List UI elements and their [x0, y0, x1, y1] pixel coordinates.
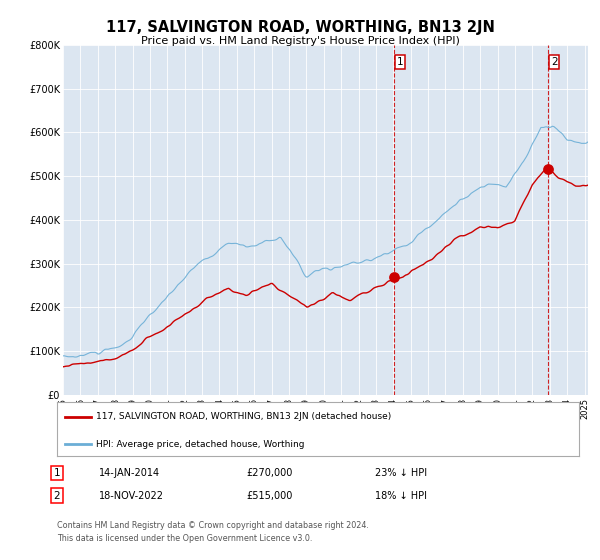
Text: 18% ↓ HPI: 18% ↓ HPI [375, 491, 427, 501]
Text: 23% ↓ HPI: 23% ↓ HPI [375, 468, 427, 478]
Text: 14-JAN-2014: 14-JAN-2014 [99, 468, 160, 478]
Point [544, 165, 553, 174]
Text: HPI: Average price, detached house, Worthing: HPI: Average price, detached house, Wort… [96, 440, 305, 449]
Text: 117, SALVINGTON ROAD, WORTHING, BN13 2JN: 117, SALVINGTON ROAD, WORTHING, BN13 2JN [106, 20, 494, 35]
Text: Contains HM Land Registry data © Crown copyright and database right 2024.: Contains HM Land Registry data © Crown c… [57, 521, 369, 530]
Text: 1: 1 [397, 57, 403, 67]
Text: This data is licensed under the Open Government Licence v3.0.: This data is licensed under the Open Gov… [57, 534, 313, 543]
Text: Price paid vs. HM Land Registry's House Price Index (HPI): Price paid vs. HM Land Registry's House … [140, 36, 460, 46]
Text: 117, SALVINGTON ROAD, WORTHING, BN13 2JN (detached house): 117, SALVINGTON ROAD, WORTHING, BN13 2JN… [96, 412, 391, 421]
Text: 2: 2 [551, 57, 557, 67]
Text: 1: 1 [53, 468, 61, 478]
Point [389, 272, 399, 281]
Text: £270,000: £270,000 [246, 468, 292, 478]
Text: 2: 2 [53, 491, 61, 501]
Text: 18-NOV-2022: 18-NOV-2022 [99, 491, 164, 501]
Text: £515,000: £515,000 [246, 491, 292, 501]
